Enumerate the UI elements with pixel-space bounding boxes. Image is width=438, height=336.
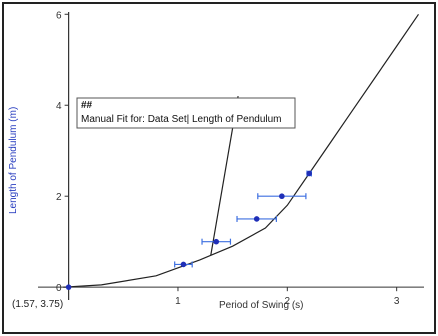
- annotation-box[interactable]: ## Manual Fit for: Data Set| Length of P…: [76, 97, 296, 129]
- data-point[interactable]: [180, 261, 187, 268]
- annotation-title: ##: [81, 100, 93, 111]
- data-point[interactable]: [65, 284, 72, 290]
- data-point[interactable]: [213, 238, 220, 245]
- annotation-text: Manual Fit for: Data Set| Length of Pend…: [81, 114, 282, 125]
- fit-curve: [63, 13, 419, 288]
- x-tick-label: 1: [175, 296, 181, 307]
- data-point[interactable]: [279, 193, 285, 200]
- x-tick-label: 2: [285, 296, 291, 307]
- plot-layer: 0 2 4 6 1 2 3: [38, 10, 424, 307]
- data-point[interactable]: [253, 216, 260, 222]
- y-axis-title: Length of Pendulum (m): [8, 107, 19, 214]
- x-tick-label: 3: [394, 296, 400, 307]
- y-tick-label: 6: [56, 10, 62, 21]
- chart: 0 2 4 6 1 2 3 ## Manual Fit for: Data Set| Len…: [8, 10, 424, 311]
- x-axis-title: Period of Swing (s): [219, 300, 303, 311]
- graph-panel: 0 2 4 6 1 2 3 ## Manual Fit for: Data Set| Len…: [2, 2, 436, 334]
- cursor-coordinate-readout: (1.57, 3.75): [12, 299, 63, 310]
- y-tick-label: 2: [56, 192, 62, 203]
- y-tick-label: 0: [56, 283, 62, 294]
- y-tick-label: 4: [56, 101, 62, 112]
- data-point[interactable]: [306, 170, 312, 177]
